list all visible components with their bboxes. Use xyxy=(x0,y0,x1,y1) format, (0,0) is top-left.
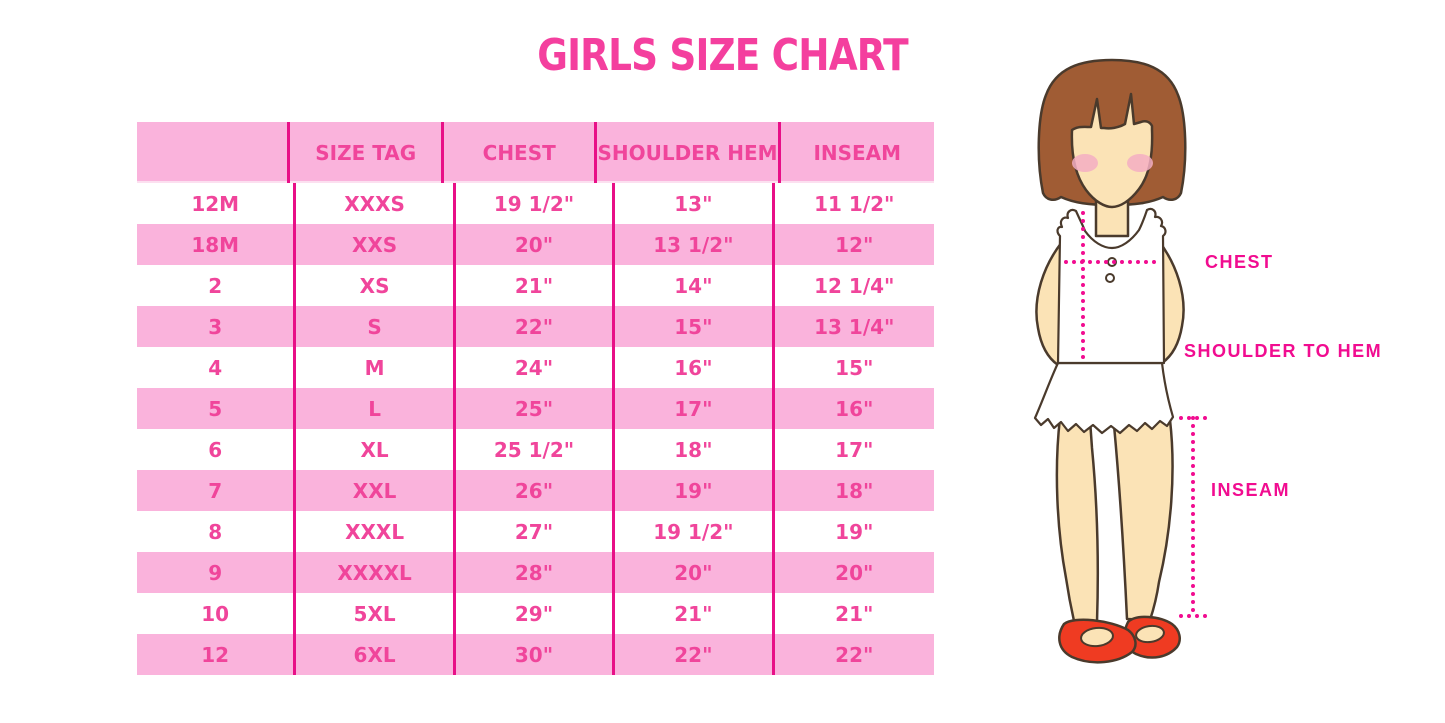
table-cell: 9 xyxy=(137,552,297,593)
table-cell: 21" xyxy=(835,601,874,626)
table-row: 12M XXXS 19 1/2" 13" 11 1/2" xyxy=(137,183,934,224)
skirt-ruffle xyxy=(1033,361,1175,435)
table-cell: 22" xyxy=(835,642,874,667)
table-row: 9 XXXXL 28" 20" 20" xyxy=(137,552,934,593)
table-cell: 21" xyxy=(456,265,616,306)
table-cell: 14" xyxy=(615,265,775,306)
table-cell: 27" xyxy=(456,511,616,552)
table-cell: 4 xyxy=(137,347,297,388)
table-cell: M xyxy=(296,347,456,388)
page-title: GIRLS SIZE CHART xyxy=(537,30,908,81)
table-cell: 20" xyxy=(456,224,616,265)
table-cell: 16" xyxy=(835,396,874,421)
table-row: 18M XXS 20" 13 1/2" 12" xyxy=(137,224,934,265)
table-cell: 30" xyxy=(456,634,616,675)
header-cell-blank xyxy=(137,122,291,183)
girls-size-table: SIZE TAG CHEST SHOULDER HEM INSEAM 12M XX… xyxy=(137,122,934,675)
table-cell: 12M xyxy=(137,183,297,224)
header-cell-size-tag: SIZE TAG xyxy=(290,122,444,183)
table-cell: 12 xyxy=(137,634,297,675)
table-cell: 3 xyxy=(137,306,297,347)
leg-left xyxy=(1055,416,1100,624)
table-cell: 17" xyxy=(615,388,775,429)
table-cell: 12 1/4" xyxy=(814,273,895,298)
table-cell: 10 xyxy=(137,593,297,634)
table-cell: 15" xyxy=(615,306,775,347)
table-cell: 12" xyxy=(835,232,874,257)
inseam-label: INSEAM xyxy=(1211,480,1291,500)
table-cell: 5XL xyxy=(296,593,456,634)
table-row: 4 M 24" 16" 15" xyxy=(137,347,934,388)
table-header-row: SIZE TAG CHEST SHOULDER HEM INSEAM xyxy=(137,122,934,183)
table-cell: 24" xyxy=(456,347,616,388)
table-cell: 19 1/2" xyxy=(615,511,775,552)
table-cell: 6XL xyxy=(296,634,456,675)
table-cell: 13 1/4" xyxy=(814,314,895,339)
table-cell: 20" xyxy=(615,552,775,593)
table-cell: XXXL xyxy=(296,511,456,552)
table-cell: 7 xyxy=(137,470,297,511)
table-cell: 6 xyxy=(137,429,297,470)
table-cell: 25 1/2" xyxy=(456,429,616,470)
table-cell: L xyxy=(296,388,456,429)
table-cell: 13 1/2" xyxy=(615,224,775,265)
table-cell: 20" xyxy=(835,560,874,585)
table-cell: XS xyxy=(296,265,456,306)
blush-right xyxy=(1127,154,1153,172)
blush-left xyxy=(1072,154,1098,172)
header-cell-shoulder-hem: SHOULDER HEM xyxy=(597,122,781,183)
shoe-left-instep xyxy=(1080,626,1114,648)
table-cell: 18" xyxy=(835,478,874,503)
table-cell: 13" xyxy=(615,183,775,224)
leg-right xyxy=(1112,418,1174,622)
table-cell: 19" xyxy=(835,519,874,544)
table-row: 7 XXL 26" 19" 18" xyxy=(137,470,934,511)
girl-illustration xyxy=(1033,58,1208,664)
table-cell: XXL xyxy=(296,470,456,511)
table-cell: 21" xyxy=(615,593,775,634)
table-cell: XXS xyxy=(296,224,456,265)
table-cell: 16" xyxy=(615,347,775,388)
button-bottom xyxy=(1105,273,1115,283)
chest-label: CHEST xyxy=(1205,252,1274,272)
table-cell: 25" xyxy=(456,388,616,429)
table-row: 10 5XL 29" 21" 21" xyxy=(137,593,934,634)
table-cell: 8 xyxy=(137,511,297,552)
face xyxy=(1070,92,1154,209)
header-cell-inseam: INSEAM xyxy=(813,140,902,165)
size-table-rows: 12M XXXS 19 1/2" 13" 11 1/2" 18M XXS 20" 13 1/2"… xyxy=(137,183,934,675)
table-row: 5 L 25" 17" 16" xyxy=(137,388,934,429)
table-cell: XL xyxy=(296,429,456,470)
table-row: 3 S 22" 15" 13 1/4" xyxy=(137,306,934,347)
table-cell: S xyxy=(296,306,456,347)
table-cell: 5 xyxy=(137,388,297,429)
table-cell: 19 1/2" xyxy=(456,183,616,224)
table-cell: 2 xyxy=(137,265,297,306)
table-cell: 22" xyxy=(615,634,775,675)
table-row: 12 6XL 30" 22" 22" xyxy=(137,634,934,675)
shoulder-to-hem-label: SHOULDER TO HEM xyxy=(1184,341,1383,361)
table-cell: XXXXL xyxy=(296,552,456,593)
shoe-right-instep xyxy=(1135,624,1165,644)
table-row: 8 XXXL 27" 19 1/2" 19" xyxy=(137,511,934,552)
table-cell: 18" xyxy=(615,429,775,470)
table-cell: 22" xyxy=(456,306,616,347)
table-cell: 28" xyxy=(456,552,616,593)
table-cell: 11 1/2" xyxy=(814,191,895,216)
table-row: 2 XS 21" 14" 12 1/4" xyxy=(137,265,934,306)
table-cell: 15" xyxy=(835,355,874,380)
table-cell: XXXS xyxy=(296,183,456,224)
header-cell-chest: CHEST xyxy=(444,122,598,183)
table-cell: 26" xyxy=(456,470,616,511)
table-cell: 18M xyxy=(137,224,297,265)
table-cell: 17" xyxy=(835,437,874,462)
table-cell: 19" xyxy=(615,470,775,511)
table-cell: 29" xyxy=(456,593,616,634)
table-row: 6 XL 25 1/2" 18" 17" xyxy=(137,429,934,470)
